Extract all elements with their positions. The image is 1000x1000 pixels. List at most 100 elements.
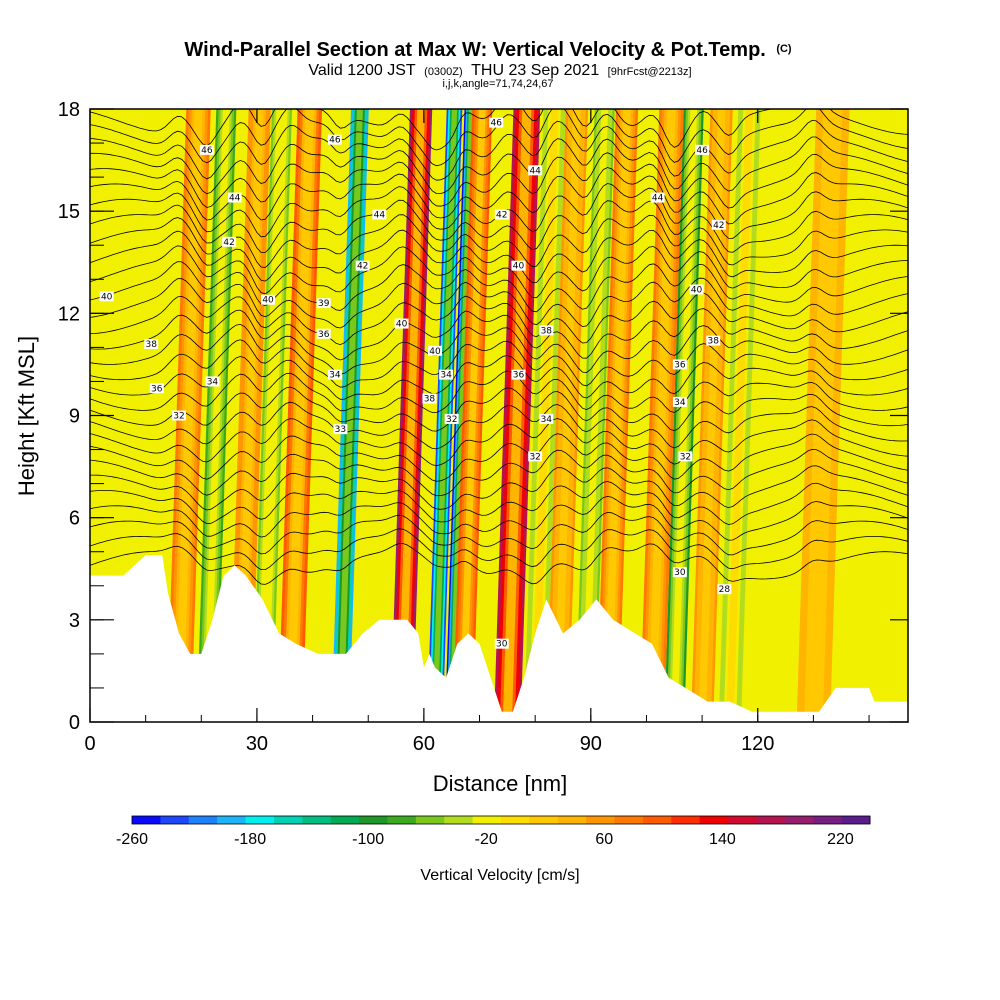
contour-label-text: 33	[335, 425, 346, 435]
colorbar-segment	[132, 816, 161, 824]
contour-label: 44	[650, 192, 665, 204]
isentrope-line	[90, 277, 908, 329]
colorbar-outline	[131, 815, 871, 825]
colorbar-segment	[472, 816, 502, 824]
isentrope-line	[90, 465, 908, 511]
updraft-band-7	[596, 109, 639, 722]
contour-label-text: 34	[207, 377, 219, 387]
contour-label: 40	[511, 260, 526, 272]
contour-label: 38	[144, 338, 159, 350]
colorbar-tick-label: 140	[709, 831, 736, 848]
colorbar-segment	[273, 816, 303, 824]
y-tick-label: 6	[69, 508, 80, 530]
contour-label: 36	[511, 369, 526, 381]
colorbar: -260 -180 -100 -20 60 140 220	[116, 815, 871, 848]
colorbar-segment	[387, 816, 417, 824]
contour-label: 42	[494, 209, 509, 221]
contour-label: 38	[706, 335, 721, 347]
isentrope-line	[90, 292, 908, 346]
colorbar-tick-label: 60	[595, 831, 613, 848]
contour-label: 39	[316, 298, 331, 309]
updraft-band-2	[278, 109, 323, 722]
y-tick-label: 12	[58, 303, 80, 325]
contour-label-text: 44	[652, 194, 664, 204]
contour-label: 28	[717, 584, 732, 595]
grid-indices: i,j,k,angle=71,74,24,67	[442, 78, 553, 90]
colorbar-segment	[302, 816, 332, 824]
colorbar-tick-label: -260	[116, 831, 148, 848]
contour-label-text: 38	[708, 337, 720, 347]
isentrope-line	[90, 386, 908, 432]
updraft-band-6	[546, 109, 589, 722]
contour-label-text: 44	[529, 166, 541, 176]
updraft-band-shade	[397, 109, 425, 722]
contour-label-text: 46	[490, 119, 502, 129]
terrain-mask	[90, 555, 908, 722]
y-tick-label: 0	[69, 712, 80, 734]
isentrope-line	[90, 370, 908, 413]
isentrope-line	[90, 199, 908, 253]
contour-label: 38	[422, 393, 437, 404]
downdraft-band-1	[252, 109, 292, 722]
isentrope-line	[90, 167, 908, 225]
updraft-band-shade	[553, 109, 581, 722]
contour-label: 40	[689, 284, 704, 295]
y-axis-label: Height [Kft MSL]	[14, 336, 39, 496]
contour-label-text: 46	[696, 146, 708, 156]
contour-label: 34	[539, 413, 554, 425]
colorbar-segment	[501, 816, 530, 824]
contour-label: 32	[172, 410, 187, 422]
isentrope-line	[90, 109, 908, 151]
contour-label: 44	[528, 165, 543, 176]
contour-label-text: 36	[151, 384, 163, 394]
contour-label-text: 44	[374, 211, 386, 221]
contour-label-text: 40	[101, 292, 113, 302]
x-axis-label: Distance [nm]	[433, 771, 568, 796]
isentrope-line	[90, 152, 908, 209]
colorbar-tick-label: -180	[234, 831, 266, 848]
contour-label: 40	[394, 318, 409, 330]
x-axis: 0 30 60 90 120	[84, 109, 870, 755]
colorbar-segment	[359, 816, 388, 824]
contour-label-text: 34	[329, 371, 341, 381]
contour-label-text: 44	[229, 194, 241, 204]
contour-label: 32	[678, 451, 693, 462]
updraft-band-shade	[174, 109, 203, 722]
colorbar-segment	[841, 816, 871, 824]
contour-label: 46	[327, 134, 342, 146]
colorbar-segment	[728, 816, 757, 824]
colorbar-segment	[699, 816, 729, 824]
chart-subtitle: Valid 1200 JST (0300Z) THU 23 Sep 2021 […	[308, 62, 691, 79]
plot-area	[90, 109, 908, 722]
contour-label: 34	[439, 369, 454, 381]
contour-label-text: 36	[513, 371, 525, 381]
colorbar-segment	[671, 816, 701, 824]
isentrope-line	[90, 245, 908, 299]
colorbar-tick-label: -100	[352, 831, 384, 848]
contour-label-text: 42	[713, 221, 724, 231]
potential-temperature-contours	[90, 109, 908, 585]
contour-label-text: 36	[318, 330, 330, 340]
contour-label-text: 32	[446, 415, 457, 425]
contour-label: 40	[99, 291, 114, 302]
isentrope-line	[90, 323, 908, 375]
isentrope-line	[90, 401, 908, 450]
colorbar-segment	[444, 816, 474, 824]
x-tick-label: 30	[246, 733, 268, 755]
contour-label: 36	[316, 328, 331, 340]
contour-label: 30	[494, 638, 509, 650]
contour-label: 32	[444, 413, 459, 425]
chart-title: Wind-Parallel Section at Max W: Vertical…	[184, 39, 792, 61]
colorbar-segment	[330, 816, 360, 824]
contour-label-text: 39	[318, 299, 330, 309]
updraft-band-8	[639, 109, 684, 722]
x-tick-label: 120	[741, 733, 774, 755]
updraft-band-shade	[647, 109, 676, 722]
colorbar-segment	[245, 816, 275, 824]
contour-label: 36	[672, 359, 687, 370]
colorbar-segment	[586, 816, 616, 824]
isentrope-line	[90, 511, 908, 556]
contour-label: 46	[695, 144, 710, 156]
